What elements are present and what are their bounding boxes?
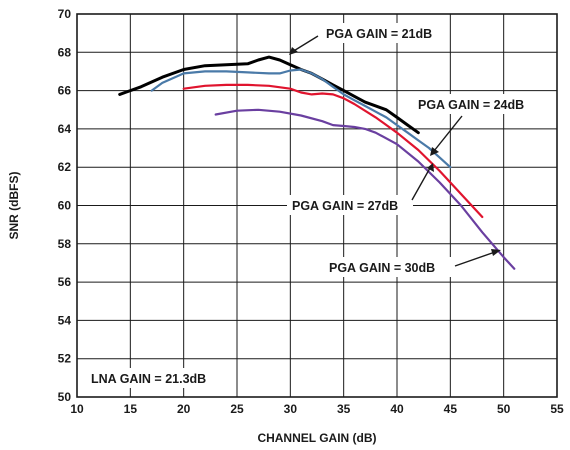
y-tick-label: 64 [58, 122, 72, 136]
tick-labels: 10 15 20 25 30 35 40 45 50 55 50 52 54 56 58 60 62 64 66 68… [58, 7, 564, 416]
series-line-0 [118, 55, 420, 135]
series-line-2 [182, 83, 484, 219]
y-tick-label: 70 [58, 7, 72, 21]
annotation-lna-gain: LNA GAIN = 21.3dB [88, 368, 212, 388]
x-tick-label: 25 [230, 402, 244, 416]
series-line-3 [214, 108, 516, 270]
y-tick-label: 50 [58, 390, 72, 404]
x-tick-label: 20 [177, 402, 191, 416]
annotation-pga-27db-text: PGA GAIN = 27dB [292, 199, 398, 213]
y-tick-label: 62 [58, 160, 72, 174]
x-tick-label: 45 [444, 402, 458, 416]
x-tick-label: 15 [124, 402, 138, 416]
plot-frame [76, 13, 558, 398]
annotation-pga-24db: PGA GAIN = 24dB [415, 94, 541, 156]
y-tick-label: 56 [58, 275, 72, 289]
x-tick-label: 55 [550, 402, 564, 416]
y-tick-label: 60 [58, 199, 72, 213]
annotation-pga-21db-text: PGA GAIN = 21dB [326, 27, 432, 41]
annotation-lna-gain-text: LNA GAIN = 21.3dB [91, 372, 206, 386]
annotation-pga-24db-text: PGA GAIN = 24dB [418, 98, 524, 112]
y-axis-title: SNR (dBFS) [7, 172, 21, 240]
y-tick-label: 68 [58, 45, 72, 59]
annotation-pga-21db: PGA GAIN = 21dB [289, 23, 442, 55]
series-lines [118, 55, 516, 270]
annotation-pga-30db-text: PGA GAIN = 30dB [329, 261, 435, 275]
y-tick-label: 54 [58, 313, 72, 327]
x-axis-title: CHANNEL GAIN (dB) [257, 431, 376, 445]
y-tick-label: 66 [58, 84, 72, 98]
annotation-pga-27db: PGA GAIN = 27dB [287, 163, 434, 215]
x-tick-label: 35 [337, 402, 351, 416]
series-line-1 [150, 68, 452, 169]
x-tick-label: 40 [390, 402, 404, 416]
y-tick-label: 52 [58, 352, 72, 366]
annotation-pga-30db: PGA GAIN = 30dB [323, 249, 501, 277]
x-tick-label: 30 [284, 402, 298, 416]
x-tick-label: 50 [497, 402, 511, 416]
y-tick-label: 58 [58, 237, 72, 251]
annotations: PGA GAIN = 21dB PGA GAIN = 24dB PGA GAIN… [88, 23, 541, 388]
x-tick-label: 10 [70, 402, 84, 416]
